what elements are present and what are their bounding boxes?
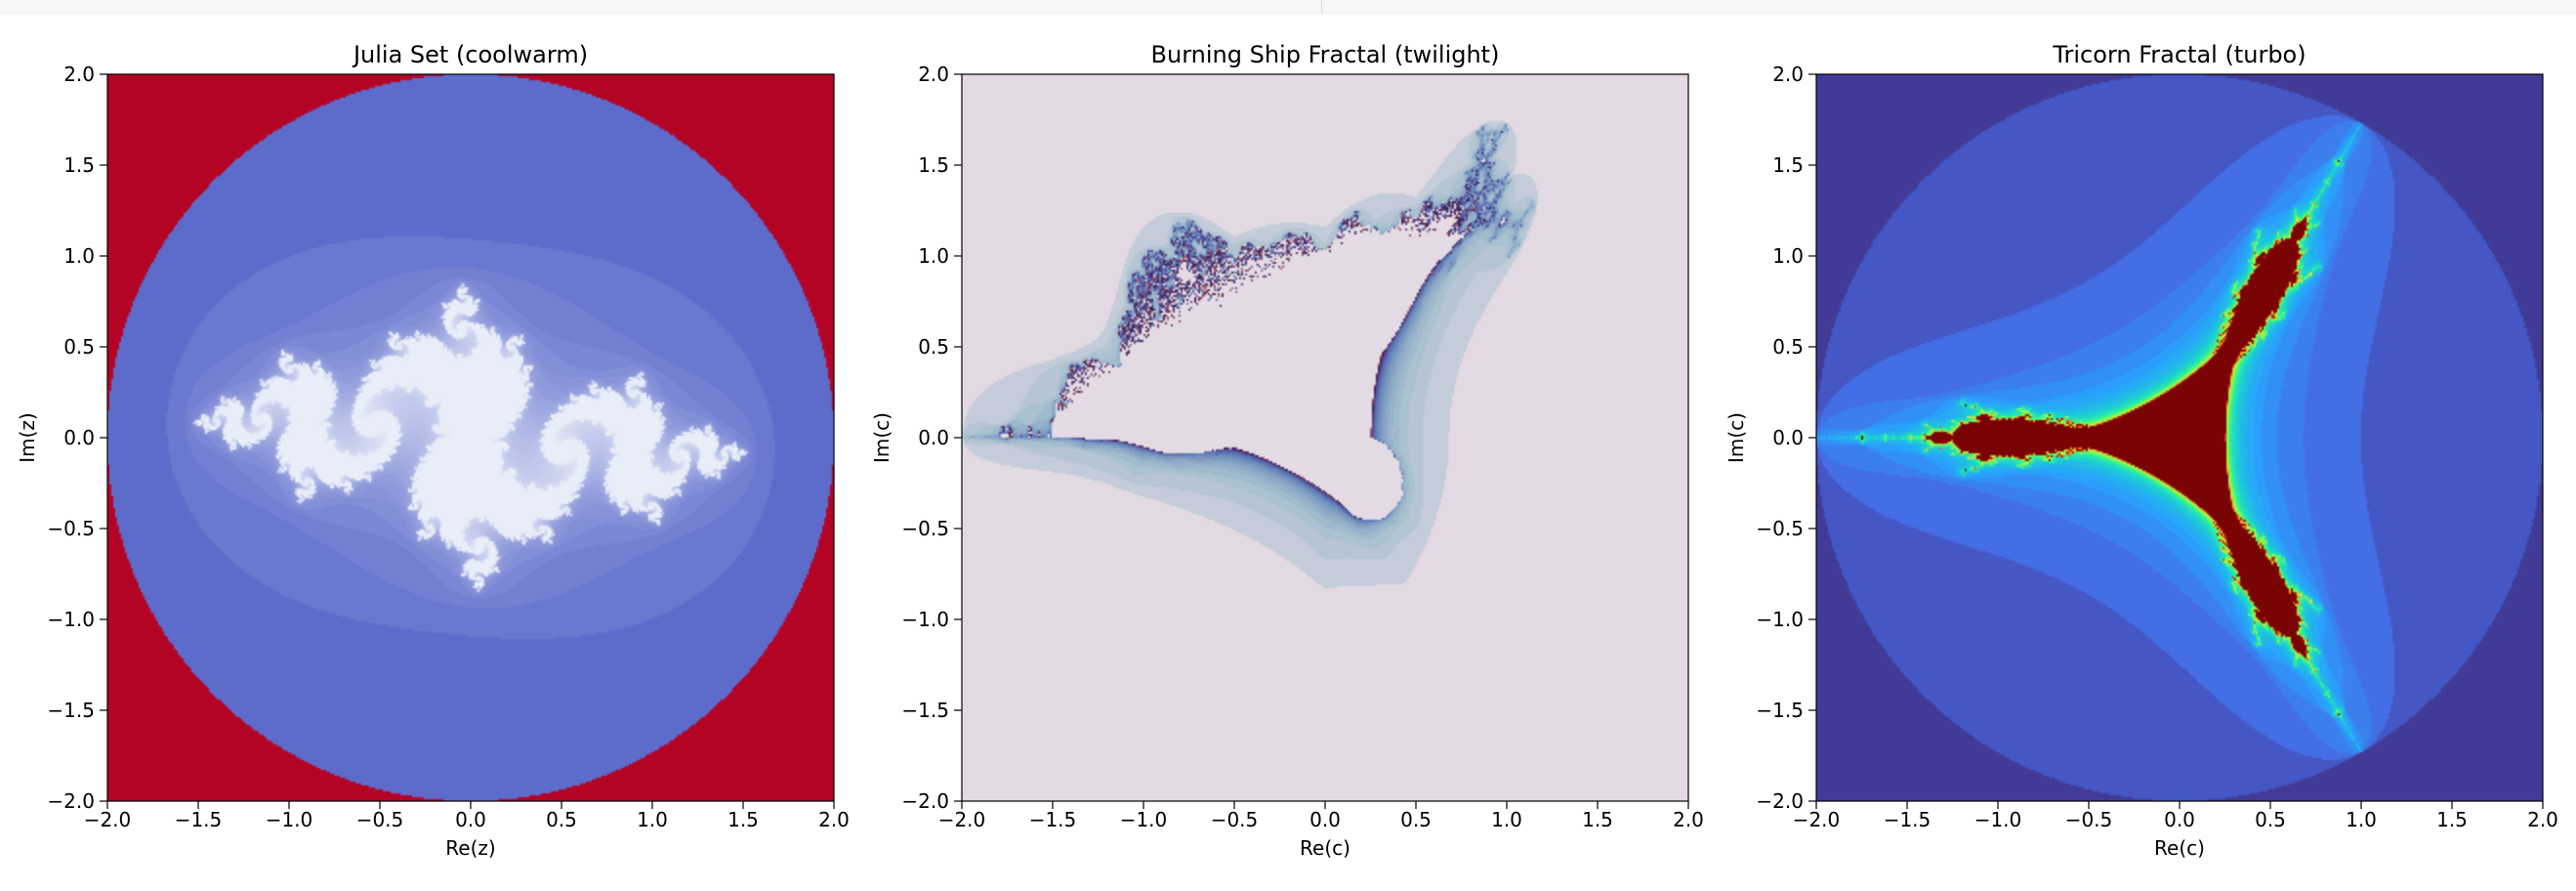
x-axis-label: Re(c) [2154, 836, 2205, 860]
x-tick-label: −1.0 [1120, 808, 1168, 831]
y-tick-label: −1.0 [901, 608, 949, 631]
x-tick-label: 2.0 [818, 808, 850, 831]
fractal-heatmap-image [962, 74, 1688, 801]
y-tick-label: −0.5 [47, 517, 95, 540]
y-tick-label: 0.0 [1772, 426, 1804, 449]
x-tick-label: −0.5 [356, 808, 404, 831]
burning-ship-panel: −2.0 −1.5 −1.0 −0.5 0.0 0.5 1.0 1.5 2.0 −2.0 −1.5 −… [870, 41, 1704, 860]
y-tick-label: −1.5 [47, 699, 95, 722]
x-tick-label: 0.0 [2164, 808, 2195, 831]
x-tick-label: 0.5 [1400, 808, 1432, 831]
x-tick-label: 0.5 [2255, 808, 2286, 831]
y-tick-label: 1.5 [1772, 153, 1804, 177]
x-tick-label: −1.0 [1974, 808, 2022, 831]
y-axis-label: Im(z) [16, 412, 39, 462]
x-tick-label: −1.5 [1029, 808, 1077, 831]
y-tick-label: −0.5 [1756, 517, 1804, 540]
x-tick-label: −0.5 [1211, 808, 1259, 831]
x-axis-label: Re(c) [1300, 836, 1350, 860]
tricorn-panel: −2.0 −1.5 −1.0 −0.5 0.0 0.5 1.0 1.5 2.0 −2.0 −1.5 −… [1724, 41, 2558, 860]
y-tick-label: 1.0 [1772, 244, 1804, 268]
x-tick-label: −2.0 [1793, 808, 1841, 831]
x-tick-label: 1.0 [637, 808, 668, 831]
y-tick-label: 1.0 [918, 244, 949, 268]
y-tick-label: 1.5 [918, 153, 949, 177]
y-tick-label: 0.0 [63, 426, 95, 449]
top-bar-divider [1321, 0, 1322, 13]
y-axis-label: Im(c) [870, 412, 893, 463]
y-tick-label: −2.0 [47, 789, 95, 813]
y-tick-label: −2.0 [901, 789, 949, 813]
x-tick-label: −1.5 [1884, 808, 1932, 831]
x-tick-label: 0.0 [1309, 808, 1341, 831]
julia-set-panel: −2.0 −1.5 −1.0 −0.5 0.0 0.5 1.0 1.5 2.0 −2.0 −1.5 −… [16, 41, 850, 860]
fractal-heatmap-image [107, 74, 834, 801]
y-axis-label: Im(c) [1724, 412, 1748, 463]
y-tick-label: −1.0 [47, 608, 95, 631]
chart-title: Burning Ship Fractal (twilight) [1151, 41, 1500, 68]
y-tick-label: −0.5 [901, 517, 949, 540]
y-tick-label: 0.0 [918, 426, 949, 449]
y-tick-label: 0.5 [918, 335, 949, 359]
x-tick-label: −1.0 [266, 808, 313, 831]
y-tick-label: −1.0 [1756, 608, 1804, 631]
chart-title: Julia Set (coolwarm) [352, 41, 588, 68]
y-tick-label: 2.0 [918, 63, 949, 86]
y-tick-label: −1.5 [1756, 699, 1804, 722]
x-tick-label: −1.5 [175, 808, 223, 831]
x-tick-label: 2.0 [2527, 808, 2558, 831]
x-tick-label: −0.5 [2065, 808, 2113, 831]
y-tick-label: −2.0 [1756, 789, 1804, 813]
fractal-heatmap-image [1816, 74, 2543, 801]
y-tick-label: 0.5 [1772, 335, 1804, 359]
x-tick-label: 0.0 [455, 808, 486, 831]
x-tick-label: 1.5 [1582, 808, 1613, 831]
y-tick-label: 1.5 [63, 153, 95, 177]
window-top-bar [0, 0, 2576, 14]
y-tick-label: 0.5 [63, 335, 95, 359]
x-tick-label: −2.0 [938, 808, 986, 831]
y-tick-label: 2.0 [1772, 63, 1804, 86]
y-tick-label: 2.0 [63, 63, 95, 86]
x-tick-label: −2.0 [84, 808, 132, 831]
x-tick-label: 1.0 [1491, 808, 1522, 831]
x-tick-label: 1.5 [2436, 808, 2468, 831]
x-axis-label: Re(z) [445, 836, 495, 860]
x-tick-label: 2.0 [1673, 808, 1704, 831]
x-tick-label: 1.0 [2346, 808, 2377, 831]
y-tick-label: −1.5 [901, 699, 949, 722]
x-tick-label: 1.5 [727, 808, 759, 831]
x-tick-label: 0.5 [546, 808, 577, 831]
chart-title: Tricorn Fractal (turbo) [2052, 41, 2306, 68]
y-tick-label: 1.0 [63, 244, 95, 268]
